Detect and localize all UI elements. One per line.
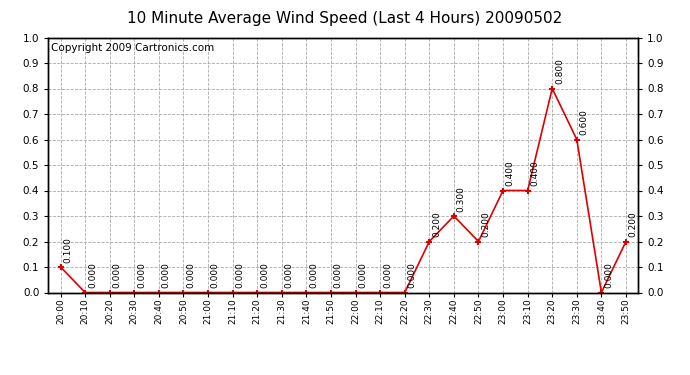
- Text: 0.000: 0.000: [186, 262, 195, 288]
- Text: 0.200: 0.200: [432, 211, 441, 237]
- Text: 0.000: 0.000: [112, 262, 121, 288]
- Text: 0.000: 0.000: [284, 262, 294, 288]
- Text: 0.100: 0.100: [63, 237, 72, 263]
- Text: 0.000: 0.000: [334, 262, 343, 288]
- Text: 0.000: 0.000: [604, 262, 613, 288]
- Text: Copyright 2009 Cartronics.com: Copyright 2009 Cartronics.com: [51, 43, 215, 52]
- Text: 0.600: 0.600: [580, 110, 589, 135]
- Text: 0.200: 0.200: [629, 211, 638, 237]
- Text: 0.300: 0.300: [457, 186, 466, 212]
- Text: 0.000: 0.000: [88, 262, 97, 288]
- Text: 0.200: 0.200: [481, 211, 491, 237]
- Text: 0.000: 0.000: [358, 262, 367, 288]
- Text: 0.000: 0.000: [260, 262, 269, 288]
- Text: 0.000: 0.000: [408, 262, 417, 288]
- Text: 0.000: 0.000: [235, 262, 244, 288]
- Text: 0.400: 0.400: [506, 160, 515, 186]
- Text: 0.000: 0.000: [211, 262, 220, 288]
- Text: 0.000: 0.000: [137, 262, 146, 288]
- Text: 10 Minute Average Wind Speed (Last 4 Hours) 20090502: 10 Minute Average Wind Speed (Last 4 Hou…: [128, 11, 562, 26]
- Text: 0.000: 0.000: [383, 262, 392, 288]
- Text: 0.800: 0.800: [555, 58, 564, 84]
- Text: 0.000: 0.000: [161, 262, 170, 288]
- Text: 0.000: 0.000: [309, 262, 318, 288]
- Text: 0.400: 0.400: [531, 160, 540, 186]
